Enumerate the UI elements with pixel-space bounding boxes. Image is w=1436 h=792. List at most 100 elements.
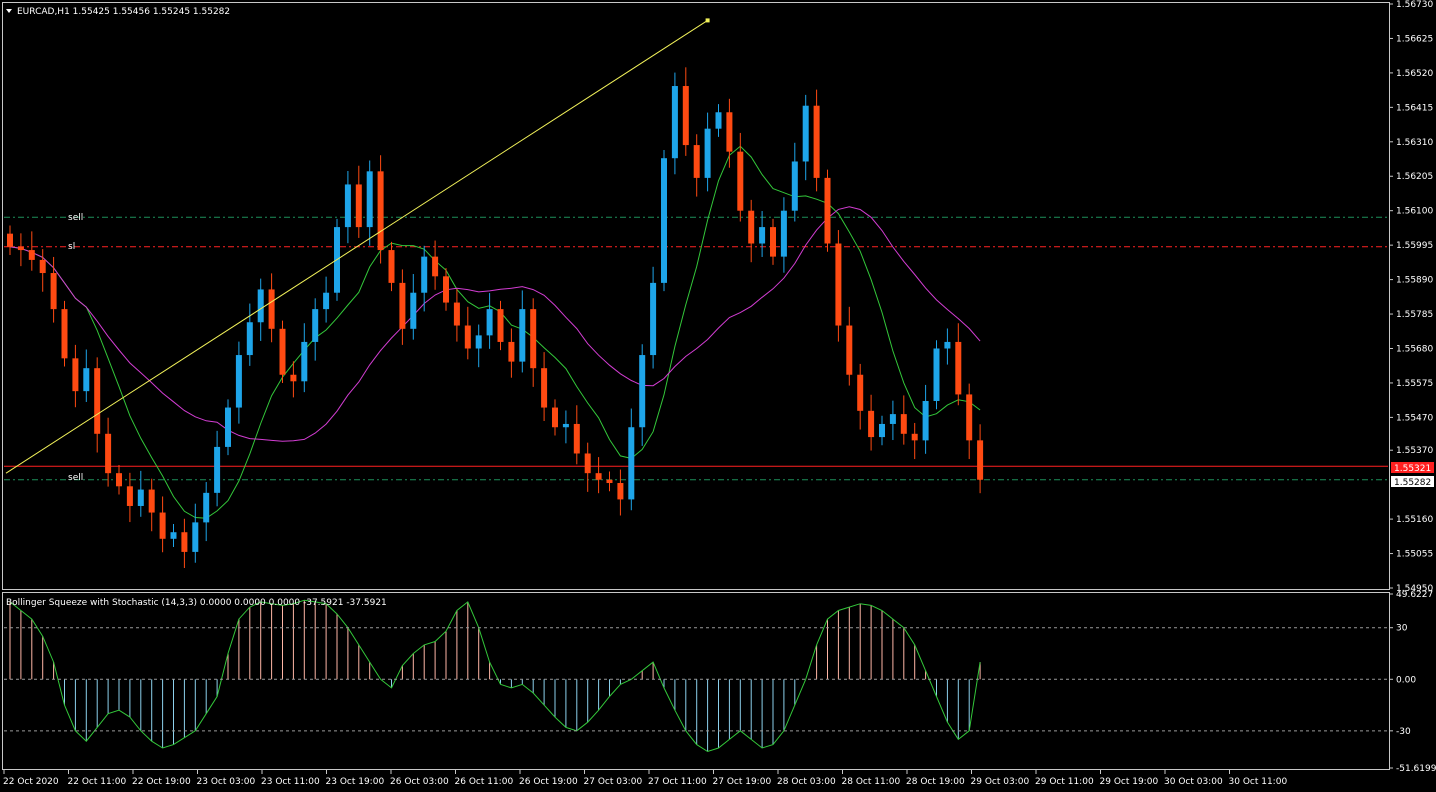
candle-body [911, 433, 918, 441]
candle-body [846, 325, 853, 375]
price-tick-label: 1.56205 [1396, 172, 1433, 182]
candle-body [344, 184, 351, 228]
price-tick-label: 1.55890 [1396, 276, 1433, 286]
price-tick-label: 1.55785 [1396, 310, 1433, 320]
candle-body [7, 233, 13, 247]
candle-body [977, 440, 984, 480]
candle-body [83, 368, 90, 392]
price-tick-label: 1.55575 [1396, 379, 1433, 389]
candle-body [17, 246, 24, 251]
price-tick-label: 1.55055 [1396, 550, 1433, 560]
sl-level-label: sl [68, 242, 75, 252]
candle-body [257, 289, 264, 323]
symbol-dropdown-icon[interactable] [6, 9, 12, 13]
candle-body [933, 348, 940, 401]
candle-body [290, 374, 297, 382]
time-tick-label: 27 Oct 11:00 [648, 777, 707, 787]
price-tick-label: 1.55680 [1396, 344, 1433, 354]
price-tick-label: 1.54950 [1396, 584, 1433, 594]
candle-body [671, 86, 678, 159]
main-pane-frame [2, 2, 1390, 590]
candle-body [464, 325, 471, 349]
candle-body [693, 145, 700, 178]
red-line-price-tag: 1.55321 [1394, 464, 1431, 474]
indicator-tick-label: -51.6199 [1396, 764, 1436, 774]
candle-body [868, 410, 875, 438]
sell-level-label-bottom: sell [68, 473, 83, 483]
candle-body [497, 309, 504, 342]
time-tick-label: 26 Oct 11:00 [455, 777, 514, 787]
price-tick-label: 1.56520 [1396, 69, 1433, 79]
candle-body [246, 322, 253, 356]
candle-body [72, 358, 79, 392]
trendline[interactable] [5, 18, 710, 474]
candle-body [148, 489, 155, 513]
candle-body [50, 273, 57, 310]
candle-body [584, 453, 591, 474]
candle-body [748, 210, 755, 244]
candle-body [192, 522, 199, 552]
candle-body [28, 250, 35, 260]
time-tick-label: 26 Oct 19:00 [519, 777, 578, 787]
ma-slow-line [9, 206, 981, 442]
candle-body [39, 259, 46, 274]
time-tick-label: 30 Oct 03:00 [1164, 777, 1223, 787]
price-tick-label: 1.56625 [1396, 34, 1433, 44]
candle-body [235, 355, 242, 408]
time-tick-label: 26 Oct 03:00 [390, 777, 449, 787]
horizontal-levels [4, 216, 1388, 481]
candle-body [573, 423, 580, 454]
candle-body [486, 309, 493, 336]
time-tick-label: 23 Oct 19:00 [326, 777, 385, 787]
price-tick-label: 1.55995 [1396, 241, 1433, 251]
indicator-tick-label: 30 [1396, 624, 1408, 634]
candle-body [508, 341, 515, 362]
candle-body [443, 276, 449, 303]
candle-body [453, 302, 460, 326]
indicator-tick-label: -30 [1396, 727, 1411, 737]
candle-body [639, 355, 646, 428]
candle-body [661, 158, 667, 283]
trendline-anchor [705, 18, 710, 23]
time-tick-label: 23 Oct 03:00 [197, 777, 256, 787]
candle-body [105, 433, 112, 474]
candle-body [737, 151, 744, 211]
red-line-price-tag-bg [1391, 462, 1434, 473]
candles [7, 67, 984, 568]
time-tick-label: 22 Oct 2020 [3, 777, 59, 787]
candle-body [519, 309, 526, 362]
candle-body [944, 341, 951, 349]
candle-body [595, 473, 602, 480]
time-tick-label: 28 Oct 03:00 [777, 777, 836, 787]
candle-body [214, 446, 221, 493]
candle-body [301, 341, 308, 382]
candle-body [900, 414, 907, 434]
indicator-pane-frame [2, 592, 1390, 770]
candle-body [541, 368, 548, 408]
candle-body [770, 227, 776, 257]
trendline-segment [5, 19, 708, 474]
candle-body [94, 368, 101, 434]
candle-body [879, 423, 885, 438]
candle-body [116, 473, 122, 487]
time-tick-label: 22 Oct 19:00 [132, 777, 191, 787]
price-tick-label: 1.56310 [1396, 138, 1433, 148]
time-tick-label: 27 Oct 03:00 [584, 777, 643, 787]
candle-body [530, 309, 537, 369]
candle-body [922, 400, 929, 441]
current-price-tag-bg [1391, 476, 1434, 487]
time-tick-label: 29 Oct 19:00 [1100, 777, 1159, 787]
indicator-tick-label: 0.00 [1396, 675, 1416, 685]
indicator-axis: 49.6227 30 0.00 -30 -51.6199 [4, 590, 1436, 774]
candle-body [279, 328, 286, 375]
price-tick-label: 1.55370 [1396, 446, 1433, 456]
time-tick-label: 28 Oct 19:00 [906, 777, 965, 787]
candle-body [377, 171, 384, 251]
time-tick-label: 28 Oct 11:00 [842, 777, 901, 787]
candle-body [61, 309, 68, 359]
candle-body [552, 407, 558, 428]
candle-body [955, 341, 962, 395]
time-tick-label: 23 Oct 11:00 [261, 777, 320, 787]
price-tick-label: 1.56100 [1396, 207, 1433, 217]
